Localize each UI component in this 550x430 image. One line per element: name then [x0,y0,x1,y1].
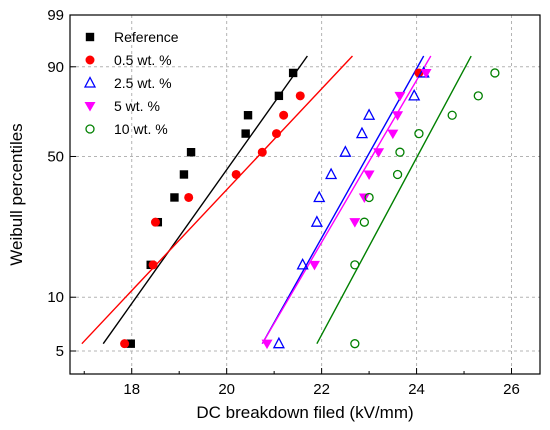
data-point-series-4 [350,339,360,349]
y-tick-label: 50 [47,148,64,165]
legend-marker-2 [83,76,97,88]
data-point-series-4 [395,147,405,157]
data-point-series-3 [349,218,361,228]
data-point-series-0 [288,68,298,78]
x-tick-label: 20 [218,381,235,398]
fit-line-series-1 [81,55,353,345]
data-point-series-4 [350,260,360,270]
data-point-series-1 [279,110,289,120]
data-point-series-3 [358,193,370,203]
axis-ticks: 18 20 22 24 26 5 10 50 90 99 [47,7,520,398]
x-tick-label: 26 [503,381,520,398]
plot-frame [69,14,541,375]
data-point-series-4 [473,91,483,101]
data-point-series-2 [339,145,352,157]
data-point-series-1 [231,169,241,179]
y-axis-label: Weibull percentiles [7,123,26,265]
data-point-series-2 [363,108,376,120]
fit-line-series-3 [261,55,432,345]
data-point-series-2 [296,257,309,270]
data-point-series-4 [359,217,369,227]
x-tick-label: 18 [123,381,140,398]
data-point-series-1 [257,147,267,157]
y-tick-label: 5 [56,343,64,360]
data-point-series-2 [325,167,338,180]
legend-label-1: 0.5 wt. % [114,52,172,68]
data-point-series-0 [170,193,179,202]
fit-line-series-0 [102,55,308,345]
data-point-series-1 [295,91,305,101]
data-point-series-4 [414,128,424,139]
data-point-series-1 [184,192,194,202]
x-tick-label: 22 [313,381,330,398]
data-point-series-2 [310,215,323,227]
data-point-series-2 [408,88,421,101]
data-point-series-1 [148,260,158,270]
data-point-series-1 [414,68,424,78]
data-point-series-4 [392,169,403,180]
y-tick-label: 10 [47,289,64,306]
x-tick-label: 24 [408,381,425,398]
data-point-series-0 [186,148,196,157]
legend-marker-0 [85,32,95,42]
data-point-series-0 [179,170,189,179]
data-point-series-0 [126,339,135,348]
data-point-series-2 [272,336,285,349]
data-point-series-3 [363,170,375,180]
data-point-series-3 [392,111,404,121]
data-point-series-3 [261,339,273,350]
data-point-series-4 [364,192,374,203]
legend-label-3: 5 wt. % [114,98,160,114]
x-axis-label: DC breakdown filed (kV/mm) [196,403,413,422]
y-tick-label: 99 [47,7,64,24]
data-point-series-0 [274,91,284,101]
legend-marker-1 [85,55,95,65]
data-point-series-4 [490,68,500,78]
legend-marker-3 [84,102,96,112]
data-point-series-0 [243,111,253,120]
data-point-series-1 [150,217,160,227]
data-point-series-4 [447,110,457,120]
data-point-series-0 [241,129,250,138]
data-point-series-3 [387,129,399,140]
data-point-series-3 [420,68,432,79]
fit-lines [81,55,472,345]
data-point-series-2 [355,126,369,139]
data-point-series-3 [308,260,320,271]
fit-line-series-4 [316,55,472,345]
legend-marker-4 [85,124,95,134]
legend: Reference 0.5 wt. % 2.5 wt. % 5 wt. % 10 wt.… [83,29,179,137]
legend-label-2: 2.5 wt. % [114,75,172,91]
data-point-series-1 [120,339,130,349]
fit-line-series-2 [261,55,425,345]
data-point-series-3 [394,91,406,102]
y-tick-label: 90 [47,59,64,76]
data-point-series-1 [272,129,282,139]
data-points [120,66,500,350]
legend-label-4: 10 wt. % [114,121,168,137]
data-point-series-3 [373,148,385,158]
legend-label-0: Reference [114,29,179,45]
grid-lines [70,15,540,374]
data-point-series-2 [313,190,326,203]
